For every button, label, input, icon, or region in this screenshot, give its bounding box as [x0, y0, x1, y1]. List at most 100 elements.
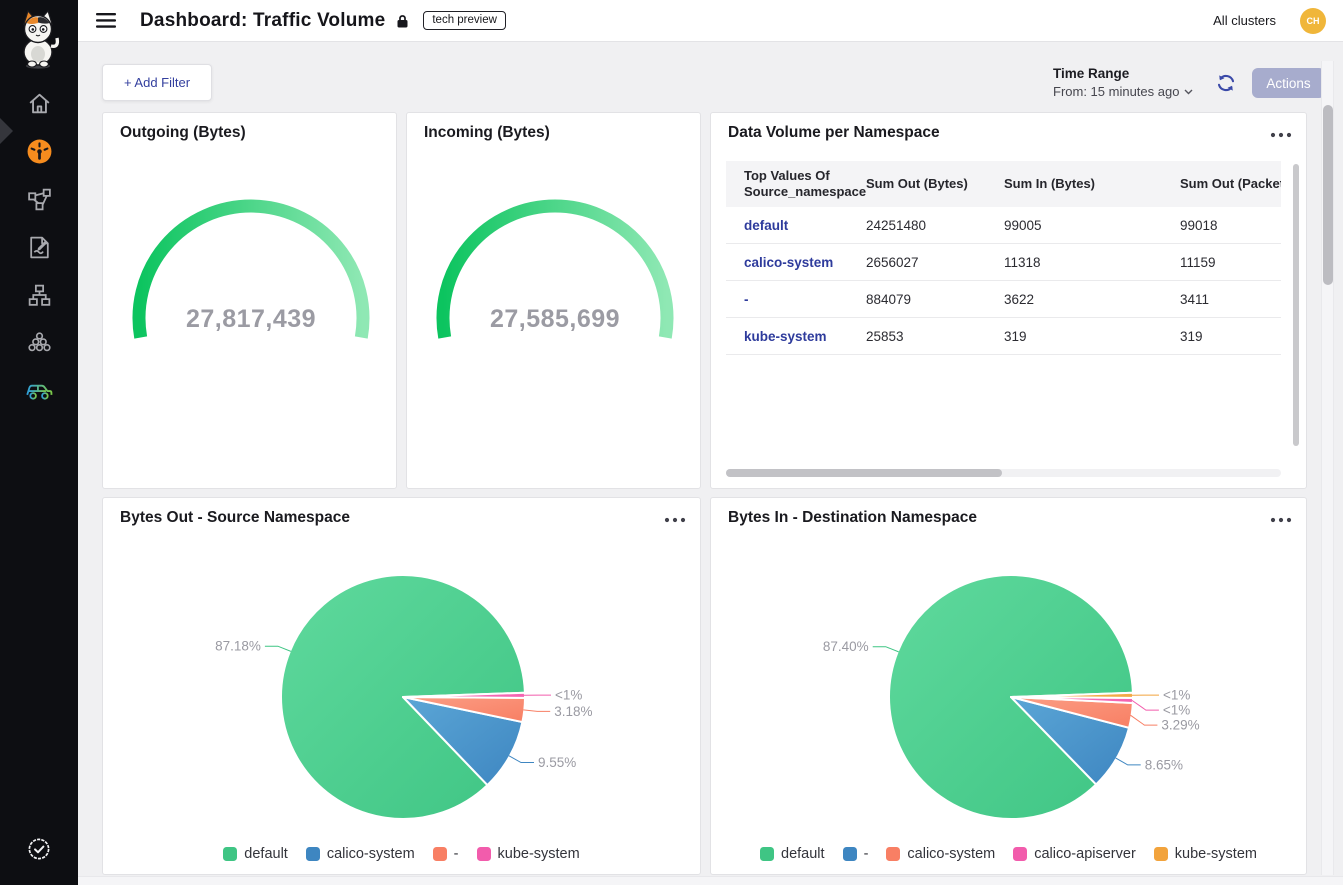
topology-tree-icon — [28, 284, 50, 306]
table-horizontal-scrollbar-track — [726, 469, 1281, 477]
home-icon — [29, 93, 49, 113]
card-menu-button[interactable] — [664, 510, 686, 528]
pie-legend: default - calico-system calico-apiserver kub… — [711, 846, 1306, 862]
legend-label: - — [863, 846, 869, 862]
card-data-volume-table: Data Volume per Namespace Top Values Of … — [710, 112, 1307, 489]
sidebar-item-dashboards[interactable] — [0, 133, 78, 169]
pie-label-line — [1130, 714, 1158, 726]
sidebar-item-network-graph[interactable] — [0, 181, 78, 217]
menu-icon[interactable] — [96, 12, 116, 29]
namespace-link[interactable]: - — [744, 291, 749, 307]
pie-legend: default calico-system - kube-system — [103, 846, 700, 862]
cluster-scope-selector[interactable]: All clusters — [1213, 13, 1276, 28]
legend-item--[interactable]: - — [432, 846, 459, 862]
card-title: Outgoing (Bytes) — [120, 124, 246, 141]
sidebar — [0, 0, 78, 885]
card-title: Data Volume per Namespace — [728, 124, 940, 141]
table-body: default 24251480 99005 99018 calico-system 26… — [726, 207, 1281, 355]
page-title: Dashboard: Traffic Volume — [140, 9, 386, 31]
pie-percent-label: 8.65% — [1145, 757, 1183, 772]
legend-item-kube-system[interactable]: kube-system — [1153, 846, 1257, 862]
refresh-icon — [1217, 74, 1235, 92]
namespace-link[interactable]: kube-system — [744, 328, 827, 344]
legend-swatch — [305, 847, 320, 861]
table-horizontal-scrollbar-thumb[interactable] — [726, 469, 1002, 477]
column-header[interactable]: Sum In (Bytes) — [1004, 175, 1096, 191]
top-header: Dashboard: Traffic Volume tech preview A… — [78, 0, 1343, 42]
pie-label-line — [1115, 757, 1141, 766]
gauge-value: 27,585,699 — [490, 305, 620, 333]
legend-item-calico-apiserver[interactable]: calico-apiserver — [1013, 846, 1136, 862]
sidebar-item-reports[interactable] — [0, 229, 78, 265]
cell-value: 11318 — [1004, 254, 1041, 270]
card-menu-button[interactable] — [1270, 125, 1292, 143]
legend-swatch — [1153, 847, 1168, 861]
card-bytes-out-pie: Bytes Out - Source Namespace <1% 3.18% 9.5… — [102, 497, 701, 875]
cell-value: 2656027 — [866, 254, 919, 270]
gauge-arc — [132, 199, 370, 339]
pie-label-line — [508, 755, 534, 763]
legend-item-default[interactable]: default — [760, 846, 825, 862]
legend-label: calico-apiserver — [1034, 846, 1136, 862]
pie-percent-label: <1% — [1163, 688, 1190, 703]
table-row: kube-system 25853 319 319 — [726, 318, 1281, 355]
card-title: Bytes Out - Source Namespace — [120, 509, 351, 526]
namespace-link[interactable]: default — [744, 217, 789, 233]
refresh-button[interactable] — [1215, 72, 1237, 94]
cell-value: 99005 — [1004, 217, 1042, 233]
page-vertical-scrollbar-thumb[interactable] — [1322, 105, 1333, 285]
cat-logo-icon — [23, 9, 60, 69]
column-header[interactable]: Sum Out (Packet — [1180, 175, 1281, 191]
pie-chart-bytes-out: <1%3.18% 9.55% 87.18% — [215, 574, 592, 820]
table-row: - 884079 3622 3411 — [726, 281, 1281, 318]
legend-label: calico-system — [326, 846, 415, 862]
cell-value: 884079 — [866, 291, 912, 307]
legend-label: - — [453, 846, 459, 862]
legend-item-kube-system[interactable]: kube-system — [476, 846, 580, 862]
column-header[interactable]: Sum Out (Bytes) — [866, 175, 968, 191]
legend-label: default — [244, 846, 288, 862]
column-header[interactable]: Top Values Of Source_namespace — [744, 167, 867, 199]
cell-value: 319 — [1004, 328, 1027, 344]
add-filter-button[interactable]: + Add Filter — [102, 64, 212, 101]
legend-item-default[interactable]: default — [223, 846, 288, 862]
sidebar-item-topology[interactable] — [0, 277, 78, 313]
cell-value: 3622 — [1004, 291, 1035, 307]
card-title: Incoming (Bytes) — [424, 124, 550, 141]
legend-item--[interactable]: - — [842, 846, 869, 862]
calico-cat-logo[interactable] — [9, 8, 67, 75]
pie-label-line — [872, 646, 899, 653]
legend-swatch — [476, 847, 491, 861]
time-range-dropdown[interactable]: Time Range From: 15 minutes ago — [1053, 66, 1193, 99]
table-row: default 24251480 99005 99018 — [726, 207, 1281, 244]
card-menu-button[interactable] — [1270, 510, 1292, 528]
sidebar-item-home[interactable] — [0, 85, 78, 121]
pie-percent-label: 87.40% — [823, 639, 869, 654]
legend-item-calico-system[interactable]: calico-system — [886, 846, 995, 862]
cell-value: 25853 — [866, 328, 904, 344]
sidebar-item-clusters[interactable] — [0, 325, 78, 361]
hamburger-icon — [96, 13, 116, 28]
table-vertical-scrollbar[interactable] — [1293, 164, 1299, 446]
sidebar-item-service-car[interactable] — [0, 372, 78, 408]
namespace-link[interactable]: calico-system — [744, 254, 834, 270]
legend-item-calico-system[interactable]: calico-system — [305, 846, 415, 862]
cluster-nodes-icon — [27, 331, 51, 351]
network-graph-icon — [27, 188, 51, 210]
report-edit-icon — [29, 236, 49, 258]
legend-swatch — [1013, 847, 1028, 861]
cell-value: 24251480 — [866, 217, 927, 233]
table-row: calico-system 2656027 11318 11159 — [726, 244, 1281, 281]
legend-label: default — [781, 846, 825, 862]
gauge-chart-outgoing: 27,817,439 — [132, 199, 370, 339]
cell-value: 319 — [1180, 328, 1203, 344]
dashboard-gauge-icon — [27, 139, 51, 163]
sidebar-item-verified[interactable] — [0, 831, 78, 867]
pie-label-line — [264, 645, 292, 652]
chevron-down-icon — [1184, 89, 1193, 94]
actions-button[interactable]: Actions — [1252, 68, 1325, 98]
avatar[interactable]: CH — [1300, 7, 1326, 34]
verified-badge-icon — [28, 838, 50, 860]
legend-swatch — [760, 847, 775, 861]
pie-percent-label: <1% — [1163, 703, 1190, 718]
